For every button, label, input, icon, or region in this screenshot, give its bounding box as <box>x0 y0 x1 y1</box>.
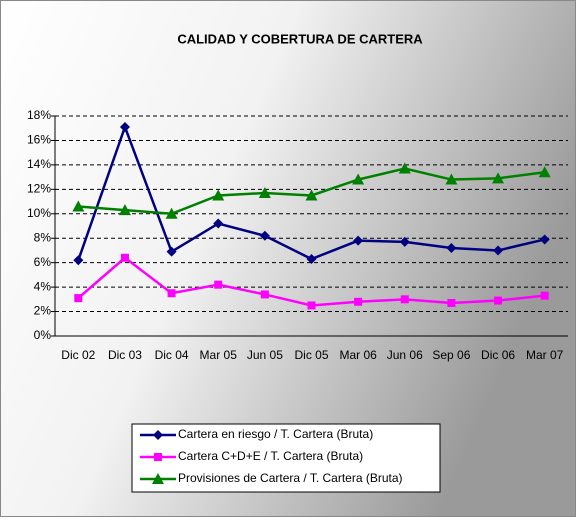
marker <box>259 230 270 241</box>
x-tick-label: Mar 06 <box>339 348 377 362</box>
marker <box>165 207 178 219</box>
marker <box>398 162 411 174</box>
y-tick-label: 16% <box>27 133 51 147</box>
x-tick-label: Mar 07 <box>526 348 564 362</box>
chart-title: CALIDAD Y COBERTURA DE CARTERA <box>177 31 423 46</box>
marker <box>446 243 457 253</box>
legend-label: Cartera C+D+E / T. Cartera (Bruta) <box>178 449 363 463</box>
marker <box>212 189 225 201</box>
marker <box>73 255 84 266</box>
marker <box>307 301 316 310</box>
marker <box>72 200 85 212</box>
x-tick-label: Dic 06 <box>481 348 515 362</box>
marker <box>119 122 130 132</box>
marker <box>118 204 131 216</box>
x-tick-label: Mar 05 <box>200 348 238 362</box>
marker <box>539 234 550 245</box>
marker <box>538 166 551 178</box>
x-tick-label: Dic 04 <box>155 348 189 362</box>
y-tick-label: 10% <box>27 206 51 220</box>
marker <box>214 280 223 289</box>
marker <box>152 473 164 484</box>
marker <box>540 291 549 300</box>
y-tick-label: 6% <box>34 255 52 269</box>
marker <box>400 295 409 304</box>
marker <box>153 430 163 440</box>
marker <box>166 246 177 257</box>
marker <box>154 453 162 461</box>
y-tick-label: 8% <box>34 230 52 244</box>
legend-label: Cartera en riesgo / T. Cartera (Bruta) <box>178 427 373 441</box>
marker <box>447 299 456 307</box>
y-tick-label: 0% <box>34 328 52 342</box>
marker <box>493 245 504 256</box>
x-tick-label: Sep 06 <box>432 348 470 362</box>
marker <box>399 236 410 247</box>
marker <box>306 254 317 264</box>
marker <box>305 189 318 201</box>
marker <box>74 294 83 303</box>
y-tick-label: 2% <box>34 304 52 318</box>
marker <box>352 173 365 185</box>
x-tick-label: Dic 02 <box>61 348 95 362</box>
marker <box>258 187 271 198</box>
marker <box>353 235 364 246</box>
legend-box <box>131 423 441 493</box>
marker <box>445 173 458 185</box>
x-tick-label: Dic 03 <box>108 348 142 362</box>
legend-label: Provisiones de Cartera / T. Cartera (Bru… <box>178 471 403 485</box>
marker <box>260 290 269 299</box>
y-tick-label: 4% <box>34 279 52 293</box>
x-tick-label: Jun 05 <box>247 348 283 362</box>
marker <box>120 253 129 262</box>
marker <box>492 172 505 184</box>
marker <box>167 289 176 298</box>
x-tick-label: Jun 06 <box>387 348 423 362</box>
marker <box>213 218 224 229</box>
y-tick-label: 18% <box>27 108 51 122</box>
x-tick-label: Dic 05 <box>294 348 328 362</box>
marker <box>354 297 363 306</box>
y-tick-label: 14% <box>27 157 51 171</box>
y-tick-label: 12% <box>27 182 51 196</box>
marker <box>494 296 503 305</box>
